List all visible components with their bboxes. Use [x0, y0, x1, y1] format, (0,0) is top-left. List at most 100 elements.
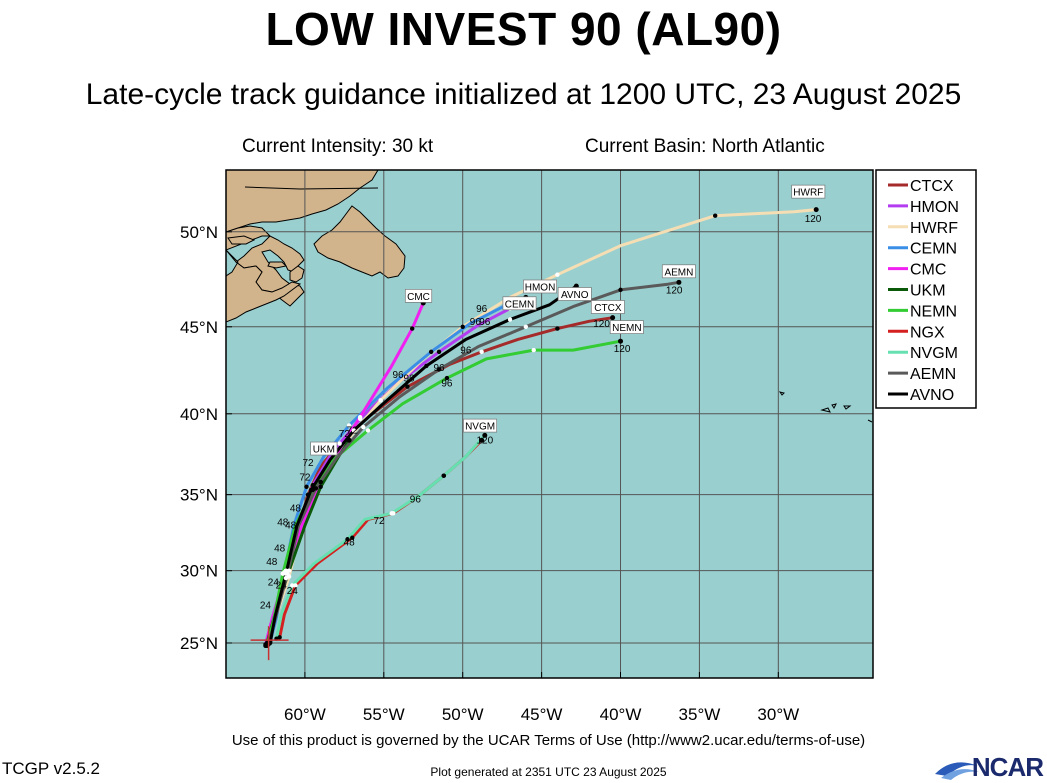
terms-of-use: Use of this product is governed by the U… — [231, 732, 866, 749]
model-label-nemn: NEMN — [609, 320, 644, 334]
track-point-aemn — [436, 367, 442, 372]
hour-label: 120 — [805, 214, 822, 225]
track-point-ngx — [350, 535, 355, 540]
legend-item-ngx: NGX — [888, 324, 945, 341]
track-point-nvgm — [290, 583, 295, 588]
map-frame — [225, 169, 874, 679]
x-tick-label: 30°W — [757, 705, 799, 724]
track-point-ctcx — [405, 384, 410, 389]
track-point-aemn — [523, 324, 529, 329]
legend-item-nemn: NEMN — [888, 303, 957, 320]
track-point-hwrf — [378, 398, 383, 403]
model-label-ukm: UKM — [310, 441, 338, 456]
anticosti — [227, 235, 256, 245]
model-label-text: NVGM — [465, 422, 495, 433]
track-end-nemn — [618, 338, 624, 344]
hour-label: 120 — [614, 344, 631, 355]
legend-item-cmc: CMC — [888, 262, 946, 279]
y-tick-label: 45°N — [180, 318, 218, 337]
legend-item-ukm: UKM — [888, 283, 946, 300]
azores-5 — [867, 419, 873, 423]
x-tick-label: 55°W — [363, 705, 405, 724]
track-point-hwrf — [555, 272, 560, 277]
model-label-ctcx: CTCX — [590, 300, 625, 314]
track-point-nvgm — [441, 473, 446, 478]
track-point-hmon — [310, 483, 315, 488]
model-name-labels: HWRF HMON AVNO CEMN CMC AEMN CTCX NEMN NVGM UKM — [310, 184, 826, 456]
model-label-nvgm: NVGM — [463, 418, 498, 433]
legend-label: CEMN — [910, 241, 957, 258]
track-point-ctcx — [305, 492, 311, 497]
track-point-cemn — [428, 349, 434, 355]
map-axes: 60°W 55°W 50°W 45°W 40°W 35°W 30°W 25°N 30°N 35°N… — [180, 223, 799, 724]
hour-label: 96 — [433, 363, 445, 374]
track-point-ctcx — [555, 326, 560, 331]
model-label-text: CTCX — [594, 303, 622, 314]
model-label-hwrf: HWRF — [791, 184, 826, 199]
hour-label: 48 — [344, 537, 356, 548]
azores-2 — [820, 407, 831, 413]
landmass-group — [226, 170, 873, 423]
legend-item-ctcx: CTCX — [888, 178, 954, 195]
track-point-aemn — [618, 287, 623, 293]
map-subtitle: Late-cycle track guidance initialized at… — [85, 78, 962, 111]
hour-label: 96 — [460, 346, 472, 357]
hour-label: 48 — [290, 504, 302, 515]
track-point-avno — [424, 363, 429, 369]
track-point-ctcx — [479, 349, 484, 355]
model-label-box — [609, 320, 644, 334]
hour-label: 48 — [266, 557, 278, 568]
model-label-text: UKM — [313, 445, 335, 456]
hour-label: 24 — [260, 601, 272, 612]
hour-label: 48 — [285, 521, 297, 532]
legend-item-avno: AVNO — [888, 387, 954, 404]
hour-label: 72 — [339, 429, 351, 440]
y-tick-label: 50°N — [180, 223, 218, 242]
model-label-box — [557, 287, 592, 301]
model-label-box — [661, 264, 696, 279]
model-label-text: HWRF — [793, 188, 823, 199]
track-point-nvgm — [345, 537, 350, 542]
model-label-text: HMON — [525, 282, 556, 293]
labrador-coast — [226, 170, 379, 233]
model-label-text: CEMN — [505, 299, 534, 310]
legend-item-aemn: AEMN — [888, 366, 956, 383]
y-tick-label: 35°N — [180, 486, 218, 505]
track-end-ngx — [479, 437, 485, 443]
model-label-aemn: AEMN — [661, 264, 696, 279]
version-label: TCGP v2.5.2 — [2, 759, 100, 778]
track-point-nemn — [531, 347, 536, 353]
legend-item-nvgm: NVGM — [888, 345, 958, 362]
model-label-box — [310, 441, 338, 456]
model-label-cmc: CMC — [404, 289, 433, 303]
hour-label: 48 — [277, 518, 289, 529]
track-point-hwrf — [712, 213, 718, 218]
model-label-box — [404, 289, 433, 303]
model-label-text: CMC — [407, 292, 430, 303]
track-end-aemn — [676, 279, 682, 285]
model-label-text: AEMN — [664, 267, 693, 278]
legend-label: UKM — [910, 283, 946, 300]
legend-label: HWRF — [910, 220, 958, 237]
track-point-cmc — [410, 326, 415, 331]
track-point-nvgm — [389, 511, 394, 516]
y-tick-label: 40°N — [180, 405, 218, 424]
cape-breton — [289, 265, 305, 283]
x-tick-label: 60°W — [284, 705, 326, 724]
track-point-avno — [351, 428, 357, 433]
legend-item-hmon: HMON — [888, 199, 959, 216]
hour-label: 120 — [666, 286, 683, 297]
current-basin-label: Current Basin: North Atlantic — [585, 136, 825, 157]
track-point-aemn — [313, 486, 319, 491]
track-point-avno — [309, 487, 314, 493]
model-label-box — [523, 279, 557, 294]
legend-label: AVNO — [910, 387, 954, 404]
hour-label: 96 — [392, 370, 404, 381]
hour-label: 96 — [410, 494, 422, 505]
hour-label: 72 — [299, 472, 311, 483]
legend-label: NEMN — [910, 303, 957, 320]
model-label-box — [463, 418, 498, 433]
track-point-avno — [507, 317, 513, 322]
